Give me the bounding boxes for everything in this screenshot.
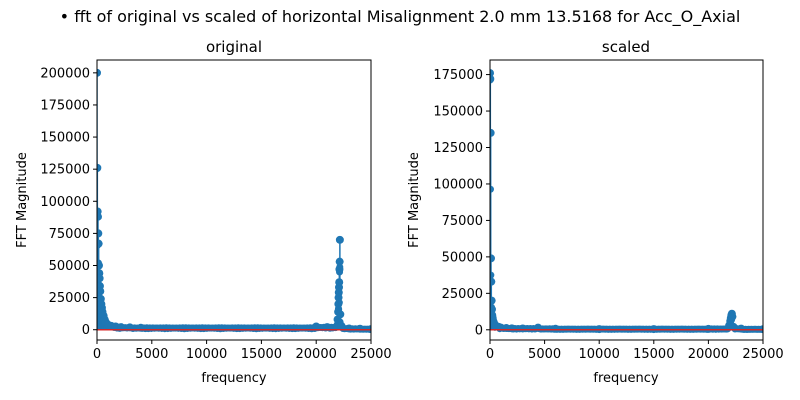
chart-original-ytick-label: 150000 [40, 131, 90, 146]
chart-original-axes-frame [96, 59, 372, 341]
chart-original-stem-marker [97, 229, 103, 238]
chart-scaled: scaled frequency FFT Magnitude 0 5000 1000… [407, 38, 784, 386]
chart-scaled-stem-marker [737, 324, 746, 333]
chart-scaled-ytick-label: 175000 [433, 68, 483, 83]
chart-original-stem-marker [337, 321, 346, 330]
chart-original-ytick-label: 175000 [40, 98, 90, 113]
chart-scaled-axes-frame [489, 59, 764, 341]
chart-original-stem-marker [335, 235, 344, 244]
chart-original-stem-marker [356, 324, 365, 333]
chart-original-stem-marker [97, 163, 102, 172]
chart-scaled-xlabel: frequency [593, 371, 659, 386]
chart-scaled-ytick-label: 150000 [433, 105, 483, 120]
chart-scaled-stem-marker [490, 128, 495, 137]
chart-scaled-stem-marker [507, 324, 516, 333]
chart-scaled-stem-marker [704, 324, 713, 333]
chart-original-ylabel: FFT Magnitude [15, 152, 30, 248]
chart-original: original frequency FFT Magnitude 0 5000 10… [15, 38, 392, 386]
chart-scaled-xtick-label: 10000 [579, 347, 620, 362]
chart-scaled-stem-marker [518, 324, 527, 333]
chart-original-stem-marker [336, 310, 345, 319]
chart-original-xtick-label: 20000 [296, 347, 337, 362]
chart-scaled-xtick-label: 5000 [528, 347, 561, 362]
chart-original-xtick-label: 0 [93, 347, 101, 362]
chart-original-title: original [206, 38, 262, 56]
chart-original-xtick-label: 5000 [135, 347, 168, 362]
chart-scaled-plot-area [490, 69, 763, 334]
chart-scaled-stem-marker [490, 254, 495, 263]
chart-original-stem-marker [97, 239, 103, 248]
chart-scaled-stem-marker [490, 74, 495, 83]
chart-original-stem-marker [97, 274, 104, 283]
chart-scaled-ytick-label: 75000 [442, 214, 483, 229]
chart-original-stem-marker [97, 287, 105, 296]
chart-original-stem-marker [312, 322, 321, 331]
chart-scaled-xtick-label: 15000 [633, 347, 674, 362]
chart-scaled-stem-marker [728, 312, 737, 321]
chart-scaled-ytick-label: 25000 [442, 287, 483, 302]
chart-original-ytick-label: 75000 [49, 227, 90, 242]
chart-scaled-ytick-label: 0 [475, 323, 483, 338]
chart-scaled-ytick-label: 50000 [442, 250, 483, 265]
chart-scaled-stem-marker [490, 277, 496, 286]
chart-scaled-title: scaled [602, 38, 650, 56]
chart-scaled-xtick-label: 20000 [688, 347, 729, 362]
chart-original-ytick-label: 200000 [40, 66, 90, 81]
chart-scaled-xtick-label: 25000 [742, 347, 783, 362]
chart-original-ytick-label: 125000 [40, 163, 90, 178]
chart-scaled-ytick-label: 100000 [433, 177, 483, 192]
figure-suptitle: • fft of original vs scaled of horizonta… [60, 7, 741, 27]
chart-original-ytick-label: 50000 [49, 259, 90, 274]
chart-scaled-ylabel: FFT Magnitude [407, 152, 422, 248]
chart-original-stem-marker [136, 323, 145, 332]
chart-original-ytick-label: 25000 [49, 291, 90, 306]
chart-original-xtick-label: 15000 [241, 347, 282, 362]
chart-original-plot-area [97, 68, 371, 334]
chart-scaled-stem-marker [551, 324, 560, 333]
chart-original-xtick-label: 10000 [186, 347, 227, 362]
chart-scaled-stem-marker [729, 322, 738, 331]
chart-original-xtick-label: 25000 [350, 347, 391, 362]
chart-original-noise-floor [97, 165, 371, 333]
chart-original-stem-marker [97, 68, 101, 77]
chart-original-ytick-label: 0 [82, 323, 90, 338]
chart-scaled-xtick-label: 0 [486, 347, 494, 362]
chart-scaled-stem-marker [490, 296, 496, 305]
chart-original-stem-marker [97, 212, 102, 221]
chart-scaled-noise-floor [490, 76, 763, 333]
chart-original-xlabel: frequency [201, 371, 267, 386]
chart-original-stem-marker [97, 261, 103, 270]
chart-scaled-ytick-label: 125000 [433, 141, 483, 156]
chart-original-stem-marker [345, 324, 354, 333]
chart-original-ytick-label: 100000 [40, 195, 90, 210]
